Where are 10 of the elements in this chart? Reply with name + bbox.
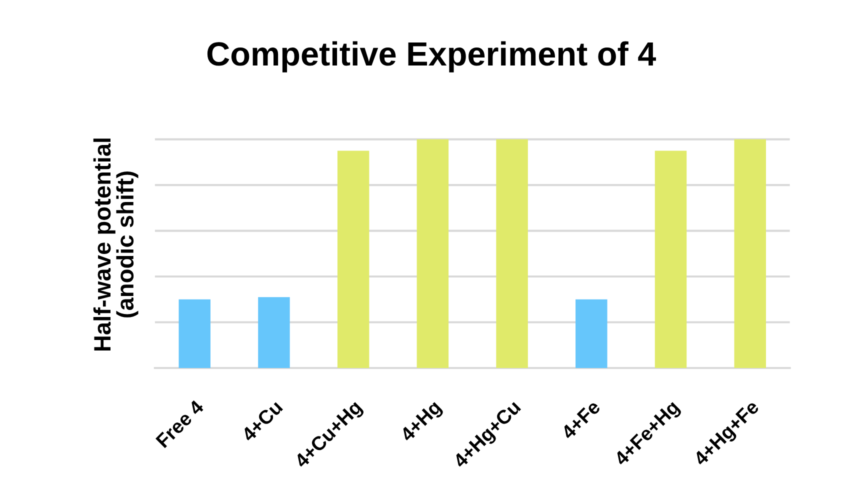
chart-title: Competitive Experiment of 4 [207,41,656,72]
bar [258,297,290,368]
bar [576,299,608,368]
bar [337,150,370,368]
bar [654,150,687,368]
bar [178,299,210,368]
bar [416,139,449,368]
y-axis-title: Half-wave potential (anodic shift) [93,138,138,350]
bar [496,139,528,368]
bar [734,139,766,368]
